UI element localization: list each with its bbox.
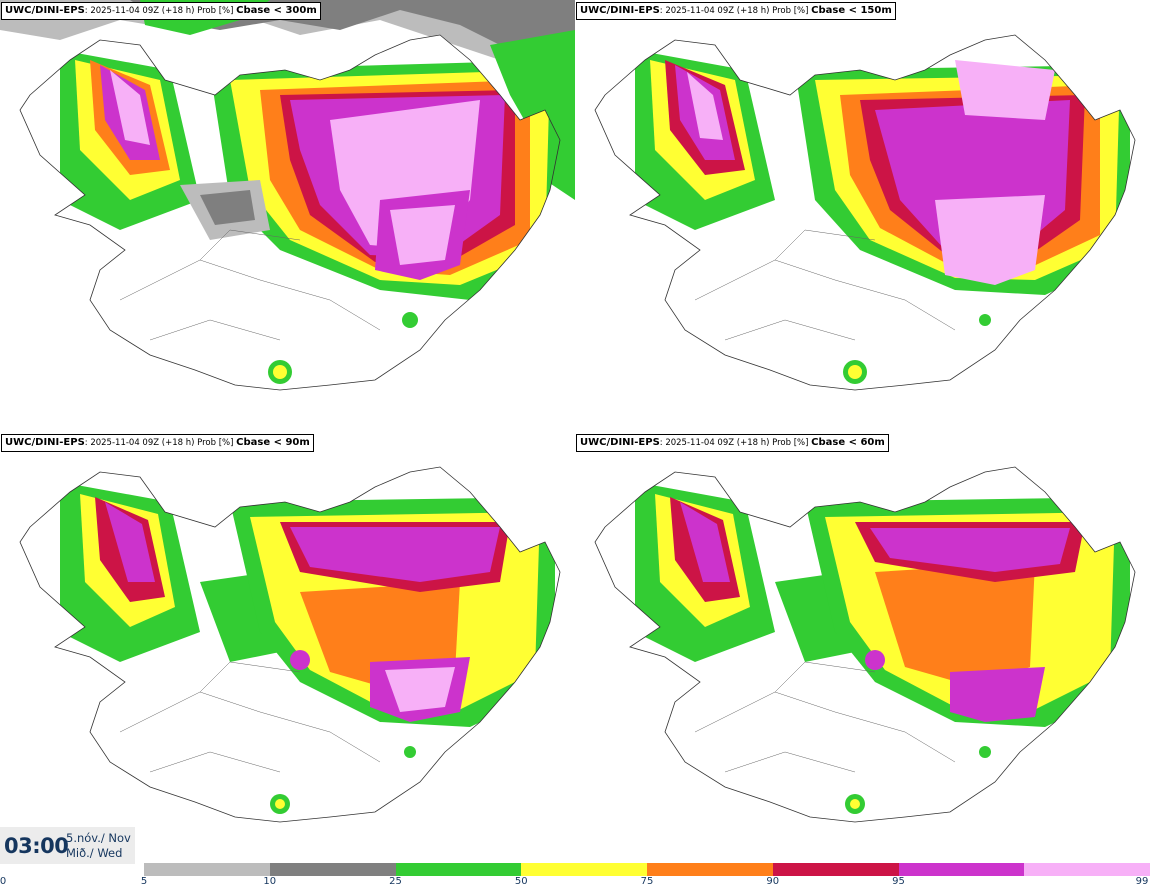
panel-title: UWC/DINI-EPS: 2025-11-04 09Z (+18 h) Pro…	[1, 2, 321, 20]
map-panel-cbase-300: UWC/DINI-EPS: 2025-11-04 09Z (+18 h) Pro…	[0, 0, 575, 432]
colorbar-tick-label: 99	[1135, 876, 1149, 887]
magenta-prob-region	[950, 667, 1045, 722]
probability-map	[594, 466, 1136, 823]
coastline	[594, 34, 1136, 391]
pink-prob-region	[935, 195, 1045, 285]
colorbar-segment	[1024, 863, 1150, 876]
colorbar-tick-label: 0	[0, 876, 7, 887]
magenta-prob-region	[105, 502, 155, 582]
colorbar-tick-label: 50	[514, 876, 528, 887]
valid-time: 03:00	[4, 834, 69, 858]
colorbar-segment	[521, 863, 647, 876]
colorbar-tick-label: 95	[892, 876, 905, 887]
colorbar-segment	[269, 863, 396, 876]
probability-map	[19, 466, 561, 823]
pink-prob-region	[390, 205, 455, 265]
panel-title: UWC/DINI-EPS: 2025-11-04 09Z (+18 h) Pro…	[1, 434, 314, 452]
valid-time-box: 03:00 5.nóv./ Nov Mið./ Wed	[0, 827, 135, 864]
panel-title: UWC/DINI-EPS: 2025-11-04 09Z (+18 h) Pro…	[576, 434, 889, 452]
probability-map	[594, 34, 1136, 391]
road-network	[119, 661, 381, 773]
probability-colorbar	[144, 863, 1150, 876]
orange-prob-region	[875, 562, 1035, 687]
coastline	[19, 34, 561, 391]
coastline	[594, 466, 1136, 823]
coastline	[19, 466, 561, 823]
valid-weekday: Mið./ Wed	[66, 846, 123, 860]
colorbar-tick-label: 75	[640, 876, 654, 887]
road-network	[694, 229, 956, 341]
pink-prob-region	[955, 60, 1055, 120]
magenta-prob-region	[680, 502, 730, 582]
map-panel-cbase-90: UWC/DINI-EPS: 2025-11-04 09Z (+18 h) Pro…	[0, 432, 575, 864]
colorbar-segment	[395, 863, 522, 876]
pink-prob-region	[687, 72, 723, 140]
valid-date: 5.nóv./ Nov	[66, 831, 131, 845]
road-network	[694, 661, 956, 773]
colorbar-segment	[898, 863, 1025, 876]
colorbar-tick-label: 5	[140, 876, 148, 887]
pink-prob-region	[385, 667, 455, 712]
colorbar-segment	[772, 863, 899, 876]
colorbar-tick-label: 90	[766, 876, 780, 887]
map-panel-cbase-60: UWC/DINI-EPS: 2025-11-04 09Z (+18 h) Pro…	[575, 432, 1150, 864]
map-panel-cbase-150: UWC/DINI-EPS: 2025-11-04 09Z (+18 h) Pro…	[575, 0, 1150, 432]
magenta-prob-region	[290, 527, 500, 582]
road-network	[119, 229, 381, 341]
colorbar-tick-label: 25	[389, 876, 402, 887]
probability-map	[0, 0, 575, 391]
panel-title: UWC/DINI-EPS: 2025-11-04 09Z (+18 h) Pro…	[576, 2, 896, 20]
colorbar-segment	[647, 863, 773, 876]
pink-prob-region	[110, 70, 150, 145]
grey-prob-region	[0, 0, 575, 110]
magenta-prob-region	[870, 528, 1070, 572]
darkgrey-prob-region	[200, 190, 255, 225]
colorbar-segment	[144, 863, 270, 876]
colorbar-tick-label: 10	[263, 876, 277, 887]
